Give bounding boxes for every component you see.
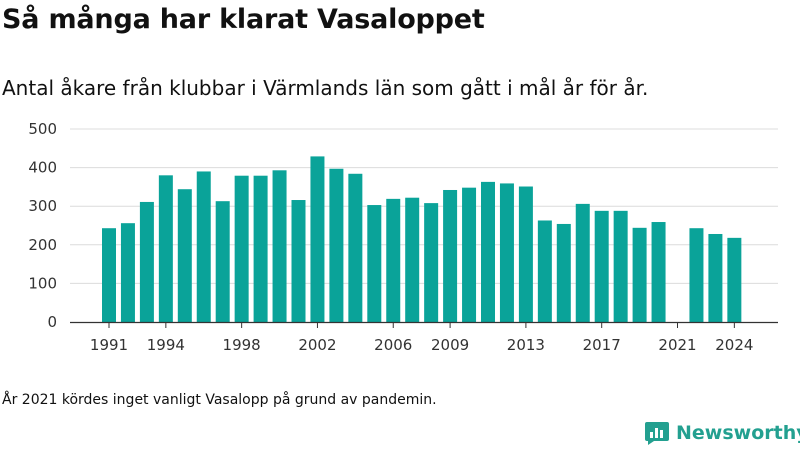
bar [272, 170, 287, 322]
x-tick-label: 2009 [431, 336, 469, 354]
bar [386, 198, 401, 322]
x-tick-label: 2013 [507, 336, 545, 354]
bar [310, 156, 325, 322]
y-tick-label: 100 [28, 274, 57, 292]
bar [158, 175, 173, 322]
bar [575, 203, 590, 322]
bar [537, 220, 552, 322]
bar-chart: 0 100 200 300 400 500 1991 1994 1998 2002 2006 2009… [28, 120, 778, 354]
bar [329, 168, 344, 322]
bar [632, 227, 647, 322]
brand: Newsworthy [644, 420, 800, 446]
bar [348, 173, 363, 322]
bar [367, 205, 382, 322]
bar [253, 175, 268, 322]
x-tick-label: 2002 [298, 336, 336, 354]
bar [462, 187, 477, 322]
x-tick-label: 2021 [658, 336, 696, 354]
y-tick-label: 400 [28, 159, 57, 177]
bar [443, 189, 458, 322]
x-tick-label: 1991 [90, 336, 128, 354]
bar [651, 222, 666, 322]
footnote: År 2021 kördes inget vanligt Vasalopp på… [2, 392, 437, 408]
bar [234, 175, 249, 322]
bar [120, 223, 135, 322]
brand-name: Newsworthy [676, 422, 800, 444]
x-tick-label: 1994 [147, 336, 185, 354]
bar [102, 228, 116, 322]
bar [689, 228, 704, 322]
bar [405, 197, 420, 322]
newsworthy-logo-icon [645, 422, 669, 445]
x-tick-label: 1998 [223, 336, 261, 354]
bar [291, 200, 306, 322]
chart-subtitle: Antal åkare från klubbar i Värmlands län… [2, 76, 649, 100]
chart-title: Så många har klarat Vasaloppet [2, 4, 485, 35]
bar [177, 189, 192, 322]
bar [708, 233, 723, 322]
y-tick-label: 200 [28, 236, 57, 254]
y-tick-label: 0 [47, 313, 57, 331]
bar [424, 203, 439, 322]
x-tick-label: 2024 [715, 336, 753, 354]
bar [556, 223, 571, 322]
bar [499, 183, 514, 322]
x-tick-label: 2006 [374, 336, 412, 354]
bar [613, 210, 628, 322]
bar [481, 181, 495, 322]
bar [727, 237, 742, 322]
bar [518, 186, 533, 322]
y-tick-label: 300 [28, 197, 57, 215]
bar [196, 171, 211, 322]
bar [139, 201, 154, 322]
x-tick-label: 2017 [583, 336, 621, 354]
bar [594, 210, 609, 322]
y-tick-label: 500 [28, 120, 57, 138]
bar [215, 201, 230, 322]
